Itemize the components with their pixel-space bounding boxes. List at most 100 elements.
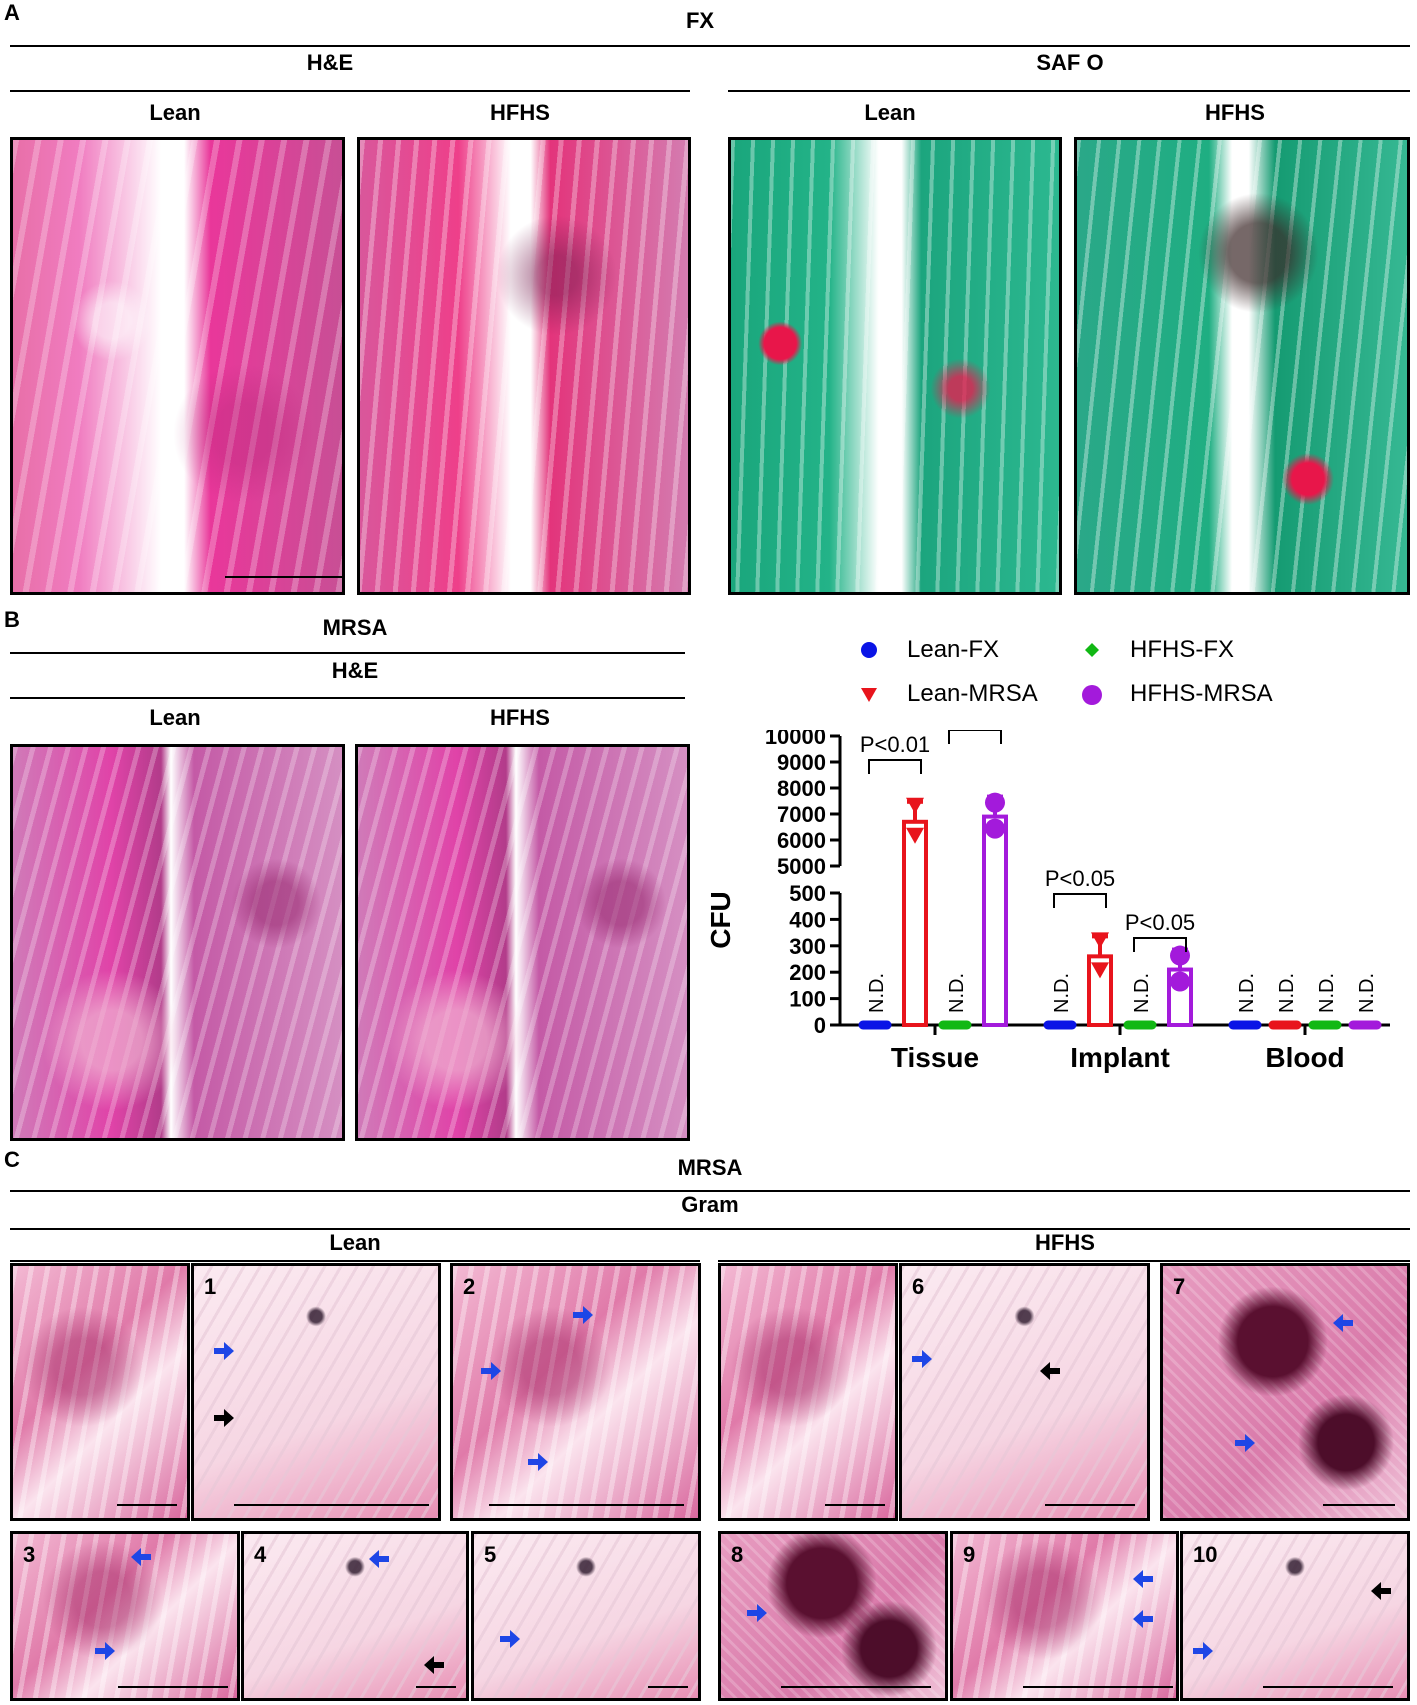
- gram-hfhs-7: 7: [1160, 1263, 1410, 1521]
- group-safo-rule: [728, 90, 1410, 92]
- scale-bar: [1323, 1504, 1395, 1506]
- p-tissue-lean-bracket: [868, 759, 922, 774]
- black-arrow: [1371, 1582, 1391, 1600]
- inset-number: 2: [463, 1274, 476, 1299]
- scale-bar: [1023, 1686, 1173, 1688]
- p-implant-hfhs-bracket: [1133, 937, 1187, 952]
- chart-plot-group: 0100200300400500500060007000800090001000…: [705, 730, 1390, 1073]
- blue-arrow: [912, 1350, 932, 1368]
- group-safo-label: SAF O: [1036, 50, 1104, 75]
- group-he-label: H&E: [306, 50, 354, 75]
- scale-bar: [118, 1686, 228, 1688]
- blue-arrow: [481, 1362, 501, 1380]
- col-safo-hfhs: HFHS: [1205, 100, 1265, 125]
- image-fx-safo-lean: [728, 137, 1062, 595]
- section-b-stain-rule: [10, 697, 685, 699]
- col-safo-lean: Lean: [864, 100, 916, 125]
- y-tick-label: 6000: [777, 828, 826, 853]
- image-mrsa-he-hfhs: [355, 744, 690, 1141]
- y-axis-label: CFU: [705, 891, 736, 949]
- image-fx-he-hfhs: [357, 137, 691, 595]
- x-tick-label: Tissue: [891, 1042, 979, 1073]
- y-tick-label: 10000: [765, 730, 826, 749]
- col-b-lean: Lean: [149, 705, 201, 730]
- data-point: [985, 792, 1005, 813]
- scale-bar: [225, 576, 342, 578]
- black-arrow: [214, 1409, 234, 1427]
- scale-bar: [117, 1504, 177, 1506]
- nd-label: N.D.: [1356, 973, 1378, 1013]
- panel-label-c: C: [4, 1147, 20, 1172]
- chart-legend: Lean-FX HFHS-FX Lean-MRSA HFHS-MRSA: [855, 632, 1315, 712]
- gram-lean-2: 2: [450, 1263, 701, 1521]
- y-tick-label: 400: [789, 907, 826, 932]
- blue-arrow: [95, 1642, 115, 1660]
- section-c-stain-rule: [10, 1228, 1410, 1230]
- black-arrow: [1040, 1362, 1060, 1380]
- image-mrsa-he-lean: [10, 744, 345, 1141]
- p-implant-lean-bracket: [1053, 893, 1107, 908]
- nd-label: N.D.: [1131, 973, 1153, 1013]
- cfu-bar-chart: 0100200300400500500060007000800090001000…: [705, 730, 1390, 1073]
- inset-number: 10: [1193, 1542, 1218, 1567]
- legend-lean-mrsa: Lean-MRSA: [907, 680, 1038, 707]
- blue-arrow: [500, 1630, 520, 1648]
- section-a-rule: [10, 45, 1410, 47]
- legend-hfhs-fx: HFHS-FX: [1130, 636, 1234, 663]
- gram-hfhs-6: 6: [899, 1263, 1150, 1521]
- inset-number: 7: [1173, 1274, 1186, 1299]
- inset-number: 6: [912, 1274, 925, 1299]
- scale-bar: [825, 1504, 885, 1506]
- data-point: [906, 827, 924, 844]
- gram-hfhs-10: 10: [1180, 1531, 1410, 1701]
- gram-lean-1: 1: [191, 1263, 441, 1521]
- nd-label: N.D.: [1051, 973, 1073, 1013]
- blue-arrow: [369, 1550, 389, 1568]
- y-tick-label: 8000: [777, 776, 826, 801]
- legend-symbols: [861, 642, 1102, 705]
- blue-arrow: [1235, 1434, 1255, 1452]
- gram-lean-3: 3: [10, 1531, 240, 1701]
- col-b-hfhs: HFHS: [490, 705, 550, 730]
- x-tick-label: Blood: [1265, 1042, 1344, 1073]
- data-point: [1091, 962, 1109, 979]
- blue-arrow: [131, 1548, 151, 1566]
- nd-label: N.D.: [1276, 973, 1298, 1013]
- section-a-title: FX: [685, 8, 715, 33]
- scale-bar: [781, 1686, 931, 1688]
- image-fx-safo-hfhs: [1074, 137, 1410, 595]
- inset-number: 9: [963, 1542, 976, 1567]
- col-he-lean: Lean: [149, 100, 201, 125]
- y-tick-label: 200: [789, 960, 826, 985]
- section-b-title: MRSA: [322, 615, 388, 640]
- data-point: [985, 818, 1005, 839]
- gram-lean-5: 5: [471, 1531, 701, 1701]
- p-implant-lean-label: P<0.05: [1045, 866, 1115, 891]
- blue-arrow: [1193, 1642, 1213, 1660]
- col-he-hfhs: HFHS: [490, 100, 550, 125]
- data-bar: [902, 819, 928, 1027]
- legend-marker-lean-mrsa: [861, 688, 877, 702]
- scale-bar: [234, 1504, 429, 1506]
- inset-number: 4: [254, 1542, 267, 1567]
- group-c-hfhs: HFHS: [1035, 1230, 1095, 1255]
- blue-arrow: [528, 1453, 548, 1471]
- section-c-stain: Gram: [681, 1192, 739, 1217]
- legend-marker-hfhs-fx: [1085, 643, 1099, 657]
- gram-lean-4: 4: [241, 1531, 469, 1701]
- gram-hfhs-9: 9: [950, 1531, 1179, 1701]
- inset-number: 3: [23, 1542, 36, 1567]
- nd-label: N.D.: [866, 973, 888, 1013]
- group-c-hfhs-rule: [718, 1260, 1410, 1262]
- gram-hfhs-overview: [718, 1263, 898, 1521]
- y-tick-label: 9000: [777, 750, 826, 775]
- p-tissue-hfhs-bracket: [948, 730, 1002, 744]
- blue-arrow: [1133, 1570, 1153, 1588]
- legend-marker-hfhs-mrsa: [1082, 685, 1102, 705]
- image-fx-he-lean: [10, 137, 345, 595]
- y-tick-label: 0: [814, 1013, 826, 1038]
- section-c-title: MRSA: [677, 1155, 743, 1180]
- blue-arrow: [573, 1306, 593, 1324]
- inset-number: 8: [731, 1542, 744, 1567]
- data-point: [1091, 932, 1109, 949]
